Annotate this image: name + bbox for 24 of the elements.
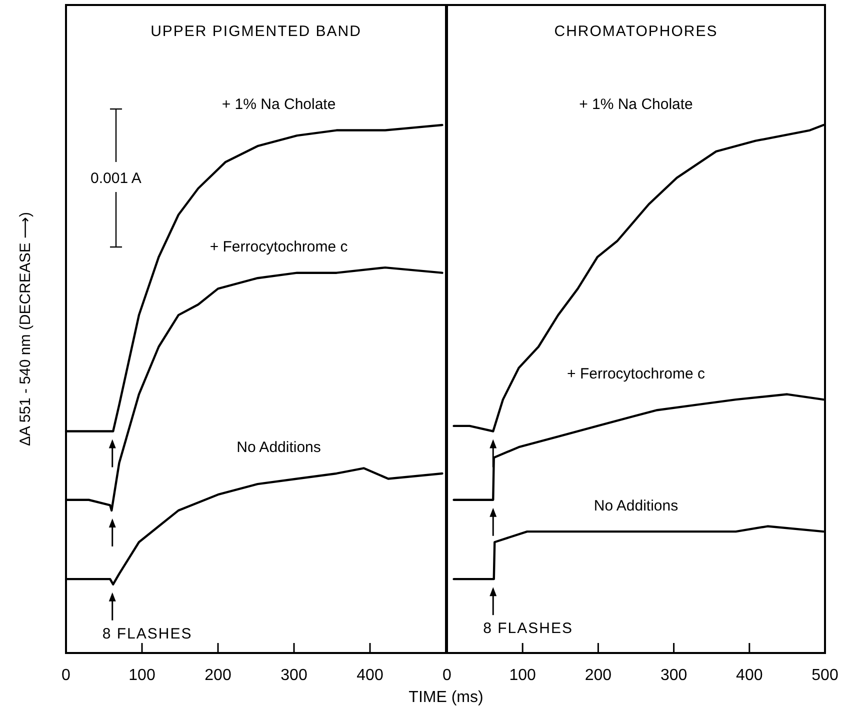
series-label: No Additions bbox=[236, 439, 321, 456]
x-tick-label: 100 bbox=[128, 667, 156, 684]
x-tick-label: 400 bbox=[356, 667, 384, 684]
series-label: No Additions bbox=[594, 497, 678, 514]
text: + 1% Na Cholate bbox=[579, 96, 693, 113]
x-tick-label: 200 bbox=[584, 667, 612, 684]
chart-title: UPPER PIGMENTED BAND bbox=[150, 23, 362, 40]
x-tick-label: 400 bbox=[736, 667, 763, 684]
series-label: + 1% Na Cholate bbox=[222, 96, 336, 113]
x-tick-label: 300 bbox=[280, 667, 308, 684]
x-axis-title: TIME (ms) bbox=[408, 689, 484, 706]
series-label: + Ferrocytochrome c bbox=[567, 365, 706, 382]
annotation: 8 FLASHES bbox=[102, 625, 192, 642]
x-tick-label: 0 bbox=[442, 667, 452, 684]
x-tick-label: 500 bbox=[812, 667, 838, 684]
x-tick-label: 200 bbox=[204, 667, 232, 684]
x-tick-label: 100 bbox=[509, 667, 536, 684]
x-tick-label: 300 bbox=[660, 667, 688, 684]
annotation: 8 FLASHES bbox=[483, 620, 573, 638]
chart-title: CHROMATOPHORES bbox=[554, 23, 718, 40]
y-axis-title: ΔA 551 - 540 nm (DECREASE ⟶) bbox=[17, 212, 34, 446]
series-label: + Ferrocytochrome c bbox=[210, 238, 348, 256]
x-tick-label: 0 bbox=[62, 667, 71, 684]
annotation: 0.001 A bbox=[90, 170, 142, 187]
